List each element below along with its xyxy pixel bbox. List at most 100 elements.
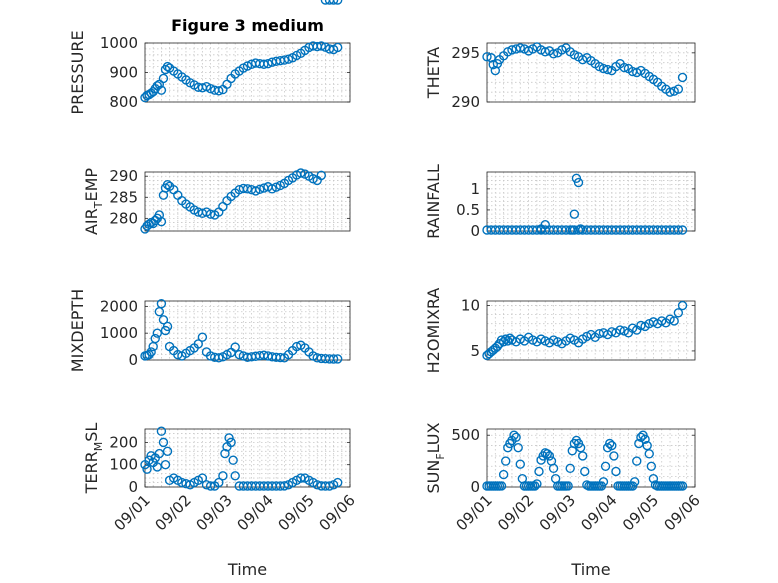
- data-point: [577, 451, 588, 461]
- y-tick-label: 800: [109, 93, 138, 111]
- data-point: [296, 473, 306, 483]
- y-tick-label: 1000: [100, 34, 138, 52]
- panel-pressure: 800 900 1000 PRESSURE Figure 3 medium: [68, 16, 351, 115]
- data-point: [575, 442, 586, 453]
- data-point: [263, 58, 273, 69]
- data-point: [677, 225, 688, 235]
- y-axis-label: THETA: [424, 47, 443, 99]
- y-axis-label: PRESSURE: [68, 30, 87, 114]
- y-tick-label: 290: [451, 93, 480, 111]
- data-point: [226, 437, 236, 448]
- x-tick-label: 09/01: [453, 491, 496, 534]
- y-tick-label: 0.5: [456, 201, 480, 219]
- data-point: [214, 353, 224, 363]
- data-point: [324, 0, 335, 5]
- data-point: [665, 87, 675, 97]
- data-point: [333, 42, 343, 53]
- y-tick-label: 290: [109, 167, 138, 185]
- data-point: [316, 41, 326, 51]
- data-point: [677, 481, 688, 491]
- data-point: [158, 315, 169, 325]
- x-tick-label: 09/05: [275, 491, 318, 534]
- y-tick-label: 295: [451, 44, 480, 62]
- y-tick-label: 10: [461, 297, 480, 315]
- data-point: [324, 481, 335, 491]
- axes-box: [144, 171, 351, 232]
- data-point: [605, 438, 615, 449]
- data-point: [146, 347, 156, 357]
- data-point: [569, 209, 580, 219]
- data-point: [296, 168, 306, 178]
- data-point: [488, 59, 498, 70]
- data-point: [501, 334, 511, 344]
- data-point: [673, 308, 684, 318]
- data-point: [548, 463, 559, 474]
- data-point: [193, 339, 204, 349]
- data-point: [611, 466, 621, 477]
- data-point: [646, 461, 657, 471]
- data-point: [142, 464, 152, 474]
- data-point: [152, 462, 163, 472]
- data-point: [333, 354, 343, 364]
- data-point: [154, 210, 165, 220]
- y-tick-label: 200: [109, 433, 138, 451]
- axes-box: [486, 300, 696, 361]
- data-point: [230, 471, 240, 481]
- data-point: [154, 448, 165, 459]
- data-point: [328, 354, 339, 364]
- data-point: [482, 52, 492, 62]
- data-point: [197, 473, 208, 483]
- data-point: [540, 219, 550, 230]
- data-point: [544, 451, 555, 461]
- data-point: [573, 177, 584, 188]
- x-tick-label: 09/05: [619, 491, 662, 534]
- data-point: [507, 45, 517, 55]
- data-point: [156, 426, 167, 436]
- data-point: [152, 328, 163, 338]
- data-point: [496, 481, 507, 491]
- x-axis-label: Time: [570, 560, 610, 579]
- data-point: [513, 442, 523, 453]
- data-point: [150, 333, 160, 344]
- data-point: [316, 170, 326, 181]
- data-point: [609, 451, 619, 461]
- data-point: [328, 0, 339, 5]
- y-axis-label: H2OMIXRA: [424, 288, 443, 374]
- data-point: [632, 456, 642, 466]
- data-point: [218, 471, 228, 481]
- data-point: [156, 85, 167, 95]
- data-point: [308, 174, 318, 184]
- data-point: [511, 432, 521, 442]
- axes-box: [486, 42, 696, 103]
- y-axis-label: TERRMSL: [82, 423, 105, 495]
- data-point: [224, 433, 234, 443]
- data-point: [640, 434, 650, 445]
- data-point: [158, 73, 169, 84]
- y-tick-label: 2000: [100, 297, 138, 315]
- data-point: [492, 341, 503, 352]
- x-tick-label: 09/04: [234, 491, 277, 534]
- chart-title: Figure 3 medium: [171, 16, 324, 35]
- y-tick-label: 1000: [100, 324, 138, 342]
- x-axis-label: Time: [227, 560, 267, 579]
- data-point: [540, 47, 550, 57]
- data-point: [320, 0, 331, 5]
- axes-box: [144, 428, 351, 488]
- x-tick-label: 09/03: [193, 491, 236, 534]
- y-tick-label: 0: [470, 222, 480, 240]
- x-tick-label: 09/01: [111, 491, 154, 534]
- x-tick-label: 09/06: [661, 491, 704, 534]
- data-point: [530, 481, 540, 491]
- y-tick-label: 0: [470, 478, 480, 496]
- data-point: [634, 438, 644, 449]
- y-axis-label: AIRTEMP: [82, 168, 105, 235]
- data-point: [509, 430, 519, 440]
- data-point: [250, 186, 261, 196]
- data-point: [220, 448, 230, 459]
- data-point: [156, 298, 167, 309]
- x-tick-label: 09/03: [536, 491, 579, 534]
- data-point: [275, 352, 285, 363]
